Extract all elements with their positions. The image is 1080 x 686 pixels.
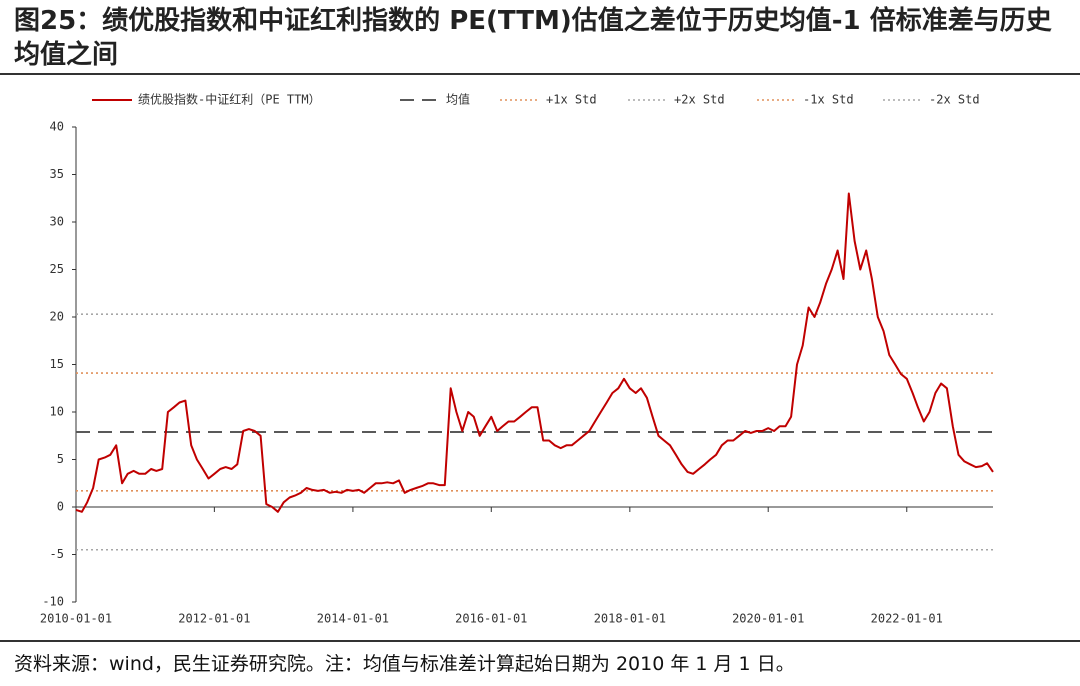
y-tick-label: 40 (50, 120, 64, 134)
y-tick-label: 20 (50, 310, 64, 324)
x-tick-label: 2014-01-01 (317, 612, 389, 626)
title-rule (0, 73, 1080, 75)
y-tick-label: 15 (50, 357, 64, 371)
y-tick-label: -5 (50, 547, 64, 561)
legend-label: +2x Std (674, 93, 725, 107)
x-tick-label: 2018-01-01 (594, 612, 666, 626)
legend-label: +1x Std (546, 93, 597, 107)
y-tick-label: 0 (57, 500, 64, 514)
x-tick-label: 2016-01-01 (455, 612, 527, 626)
legend-label: -2x Std (929, 93, 980, 107)
x-tick-label: 2010-01-01 (40, 612, 112, 626)
footer-rule (0, 640, 1080, 642)
x-tick-label: 2022-01-01 (871, 612, 943, 626)
x-tick-label: 2020-01-01 (732, 612, 804, 626)
y-tick-label: 5 (57, 452, 64, 466)
chart-title: 图25：绩优股指数和中证红利指数的 PE(TTM)估值之差位于历史均值-1 倍标… (14, 6, 1052, 70)
y-tick-label: 10 (50, 405, 64, 419)
chart: -10 -5 0 5 10 15 20 25 30 35 40 2010-01-01 2012-01-0… (40, 92, 994, 626)
y-tick-label: 30 (50, 215, 64, 229)
legend-label: -1x Std (803, 93, 854, 107)
legend-label: 绩优股指数-中证红利（PE TTM） (138, 92, 321, 107)
data-line (75, 192, 994, 513)
source-note: 资料来源：wind，民生证券研究院。注：均值与标准差计算起始日期为 2010 年… (14, 653, 795, 675)
y-tick-label: 35 (50, 167, 64, 181)
legend-label: 均值 (446, 92, 470, 107)
y-tick-label: -10 (42, 595, 64, 609)
y-tick-label: 25 (50, 262, 64, 276)
x-tick-label: 2012-01-01 (178, 612, 250, 626)
